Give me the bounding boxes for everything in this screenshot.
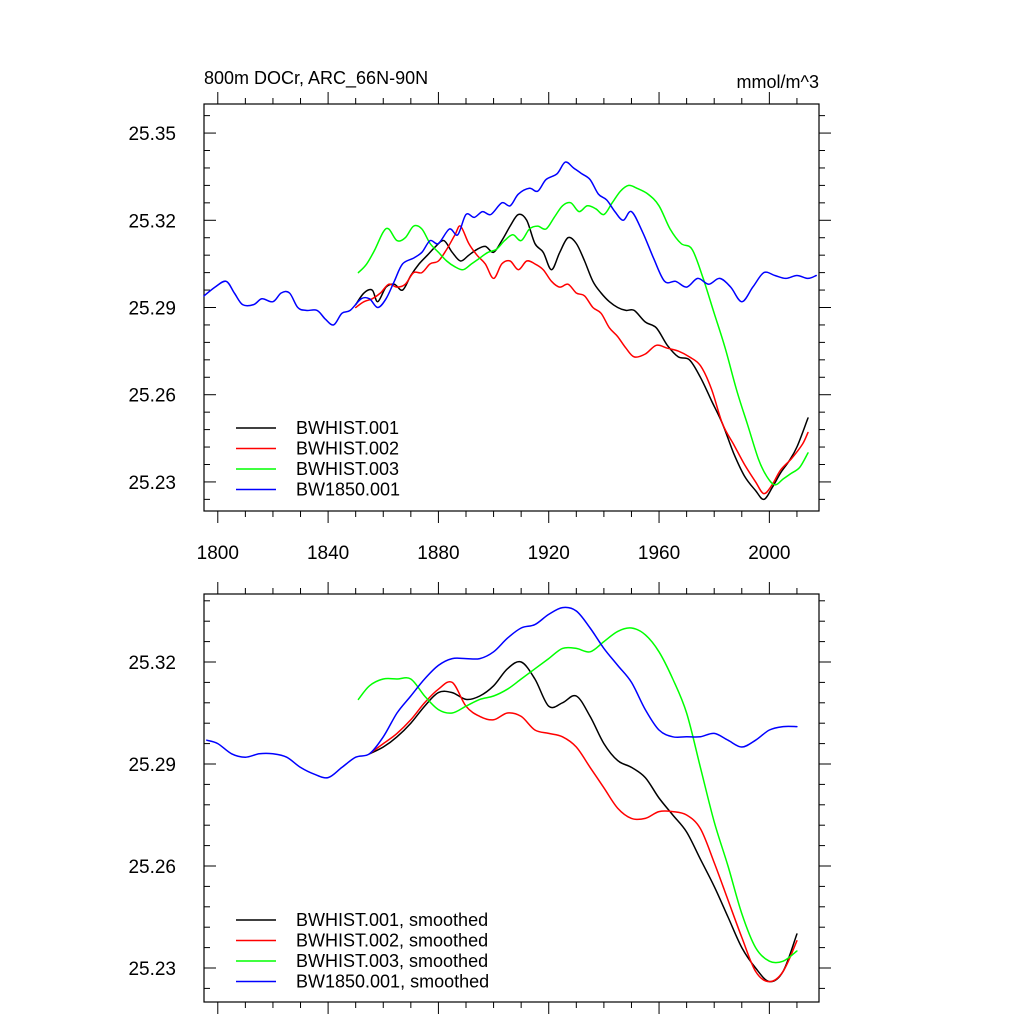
legend-label: BWHIST.001, smoothed <box>296 910 488 930</box>
y-tick-label: 25.29 <box>128 755 176 776</box>
series-line-bwhist-001-smoothed <box>368 660 798 983</box>
series-line-bwhist-002-smoothed <box>368 680 798 983</box>
y-tick-label: 25.26 <box>128 857 176 878</box>
x-tick-label: 2000 <box>748 543 790 564</box>
series-line-bw1850-001 <box>203 161 817 326</box>
panel-title: 800m DOCr, ARC_66N-90N <box>204 68 428 89</box>
series-line-bwhist-002 <box>354 225 809 495</box>
series-line-bwhist-001 <box>354 213 809 501</box>
legend-label: BWHIST.002, smoothed <box>296 931 488 951</box>
units-label: mmol/m^3 <box>737 72 819 92</box>
legend-label: BW1850.001, smoothed <box>296 972 489 992</box>
y-tick-label: 25.32 <box>128 653 176 674</box>
x-tick-label: 1920 <box>528 543 570 564</box>
series-lines <box>203 161 817 501</box>
plot-frame <box>203 593 820 1003</box>
y-tick-label: 25.32 <box>128 211 176 232</box>
legend-label: BWHIST.003 <box>296 459 399 479</box>
legend-label: BWHIST.003, smoothed <box>296 951 488 971</box>
x-tick-label: 1840 <box>307 543 349 564</box>
y-tick-label: 25.23 <box>128 473 176 494</box>
series-line-bw1850-001-smoothed <box>206 606 798 779</box>
y-tick-label: 25.26 <box>128 386 176 407</box>
legend-label: BWHIST.001 <box>296 418 399 438</box>
y-tick-label: 25.35 <box>128 124 176 145</box>
series-lines <box>206 606 798 983</box>
series-line-bwhist-003-smoothed <box>357 627 798 964</box>
y-tick-label: 25.23 <box>128 959 176 980</box>
legend-label: BW1850.001 <box>296 480 400 500</box>
legend-label: BWHIST.002 <box>296 439 399 459</box>
x-tick-label: 1880 <box>417 543 459 564</box>
bottom-panel: 25.23 25.26 25.29 25.32 BWHIST.001, smoothed… <box>128 582 831 1014</box>
x-tick-label: 1800 <box>197 543 239 564</box>
y-tick-label: 25.29 <box>128 299 176 320</box>
top-panel: 800m DOCr, ARC_66N-90N mmol/m^3 25.23 25.… <box>128 68 831 564</box>
series-line-bwhist-003 <box>357 184 809 486</box>
x-tick-label: 1960 <box>638 543 680 564</box>
